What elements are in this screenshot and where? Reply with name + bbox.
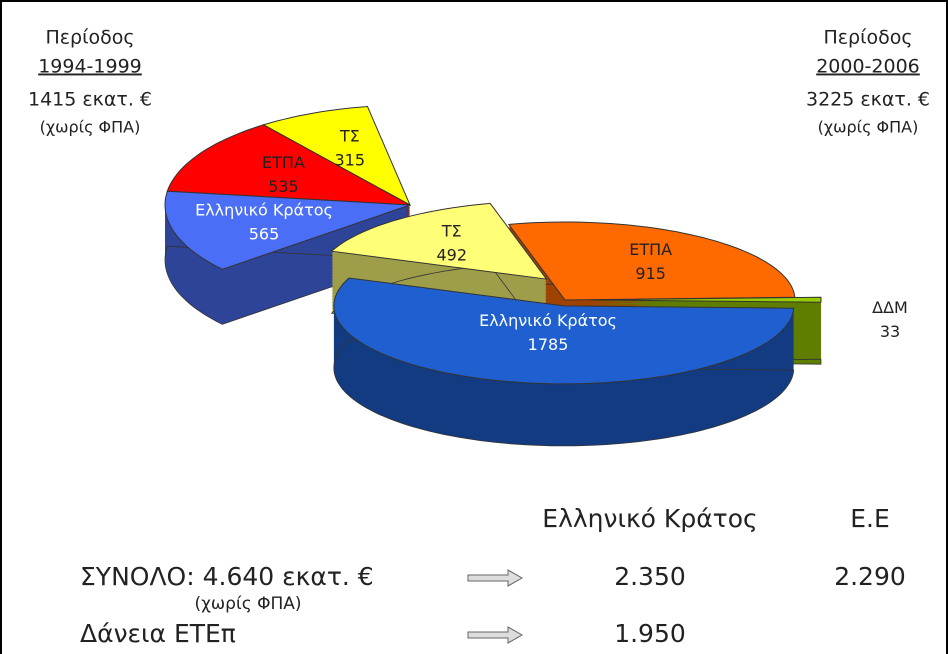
- slice-value: 492: [436, 245, 467, 264]
- slice-label: ΕΤΠΑ: [262, 153, 305, 172]
- column-header: Ε.Ε: [850, 504, 890, 533]
- row-value: 2.350: [614, 562, 686, 591]
- slice-value: 315: [335, 151, 366, 170]
- slice: [590, 296, 822, 303]
- slice-edge: [333, 339, 795, 447]
- slice: [164, 190, 411, 270]
- slice-label: ΕΤΠΑ: [629, 240, 672, 259]
- slice-label: ΔΔΜ: [872, 298, 908, 317]
- slice-value: 915: [635, 264, 666, 283]
- period-title: Περίοδος: [45, 27, 134, 49]
- row-label: Δάνεια ΕΤΕπ: [80, 619, 236, 648]
- slice: [166, 124, 411, 206]
- period-total: 1415 εκατ. €: [28, 89, 152, 111]
- slice: [333, 277, 795, 385]
- slice-value: 1785: [528, 335, 569, 354]
- row-value: 2.290: [834, 562, 906, 591]
- period-note: (χωρίς ΦΠΑ): [818, 118, 919, 137]
- slice: [507, 221, 796, 301]
- period-years: 1994-1999: [38, 56, 142, 78]
- row-value: 1.950: [614, 619, 686, 648]
- slice-value: 33: [880, 322, 900, 341]
- slice-value: 565: [249, 225, 280, 244]
- slice: [262, 105, 412, 207]
- period-years: 2000-2006: [816, 56, 920, 78]
- row-note: (χωρίς ΦΠΑ): [194, 594, 301, 614]
- slice-label: ΤΣ: [441, 221, 462, 240]
- slice: [330, 202, 548, 280]
- period-note: (χωρίς ΦΠΑ): [40, 118, 141, 137]
- period-total: 3225 εκατ. €: [806, 89, 930, 111]
- slice-value: 535: [268, 177, 299, 196]
- slice-label: Ελληνικό Κράτος: [195, 201, 333, 220]
- slice-edge: [164, 245, 411, 325]
- period-title: Περίοδος: [823, 27, 912, 49]
- slice-label: ΤΣ: [339, 127, 360, 146]
- arrow: [467, 569, 524, 587]
- column-header: Ελληνικό Κράτος: [542, 504, 757, 533]
- arrow: [467, 626, 524, 644]
- slice-label: Ελληνικό Κράτος: [479, 311, 617, 330]
- row-label: ΣΥΝΟΛΟ: 4.640 εκατ. €: [80, 562, 374, 591]
